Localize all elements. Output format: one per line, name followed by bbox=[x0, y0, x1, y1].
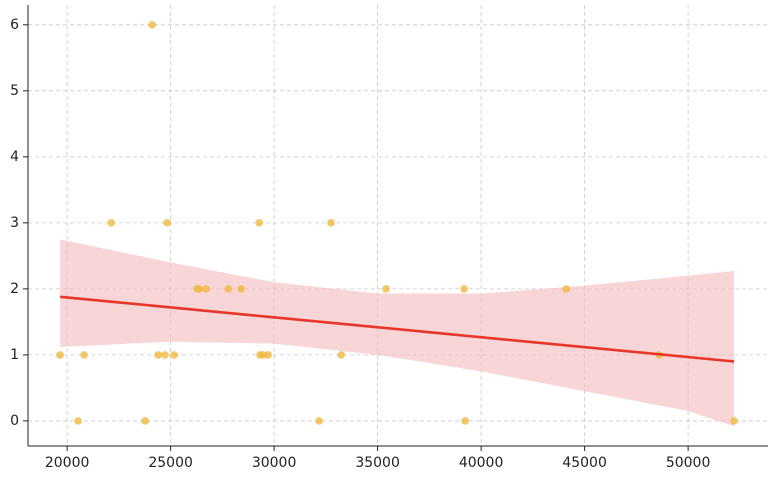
point bbox=[107, 219, 116, 227]
point bbox=[337, 351, 345, 359]
point bbox=[163, 219, 171, 227]
x-tick-label: 45000 bbox=[562, 455, 607, 471]
point bbox=[237, 285, 246, 293]
x-tick-label: 50000 bbox=[666, 455, 711, 471]
point bbox=[562, 285, 570, 293]
point bbox=[264, 351, 272, 359]
x-tick-label: 25000 bbox=[148, 455, 193, 471]
point bbox=[170, 351, 178, 359]
point bbox=[56, 351, 64, 359]
y-tick-label: 3 bbox=[10, 215, 19, 231]
x-tick-label: 35000 bbox=[355, 455, 400, 471]
point bbox=[224, 285, 232, 293]
point bbox=[327, 219, 335, 227]
confidence-band bbox=[60, 239, 735, 427]
y-tick-label: 0 bbox=[10, 413, 19, 429]
point bbox=[74, 417, 82, 425]
point bbox=[255, 219, 264, 227]
point bbox=[460, 285, 468, 293]
y-tick-label: 1 bbox=[10, 347, 19, 363]
y-tick-label: 5 bbox=[10, 83, 19, 99]
point bbox=[141, 417, 149, 425]
point bbox=[80, 351, 88, 359]
y-tick-label: 4 bbox=[10, 149, 19, 165]
point bbox=[730, 417, 738, 425]
point bbox=[195, 285, 203, 293]
point bbox=[161, 351, 169, 359]
point bbox=[382, 285, 390, 293]
y-tick-label: 6 bbox=[10, 17, 19, 33]
point bbox=[315, 417, 323, 425]
y-tick-label: 2 bbox=[10, 281, 19, 297]
x-tick-label: 30000 bbox=[252, 455, 297, 471]
point bbox=[461, 417, 469, 425]
point bbox=[148, 21, 156, 29]
point bbox=[202, 285, 210, 293]
x-tick-label: 40000 bbox=[459, 455, 504, 471]
point bbox=[154, 351, 162, 359]
x-tick-label: 20000 bbox=[45, 455, 90, 471]
regression-line bbox=[59, 295, 735, 363]
